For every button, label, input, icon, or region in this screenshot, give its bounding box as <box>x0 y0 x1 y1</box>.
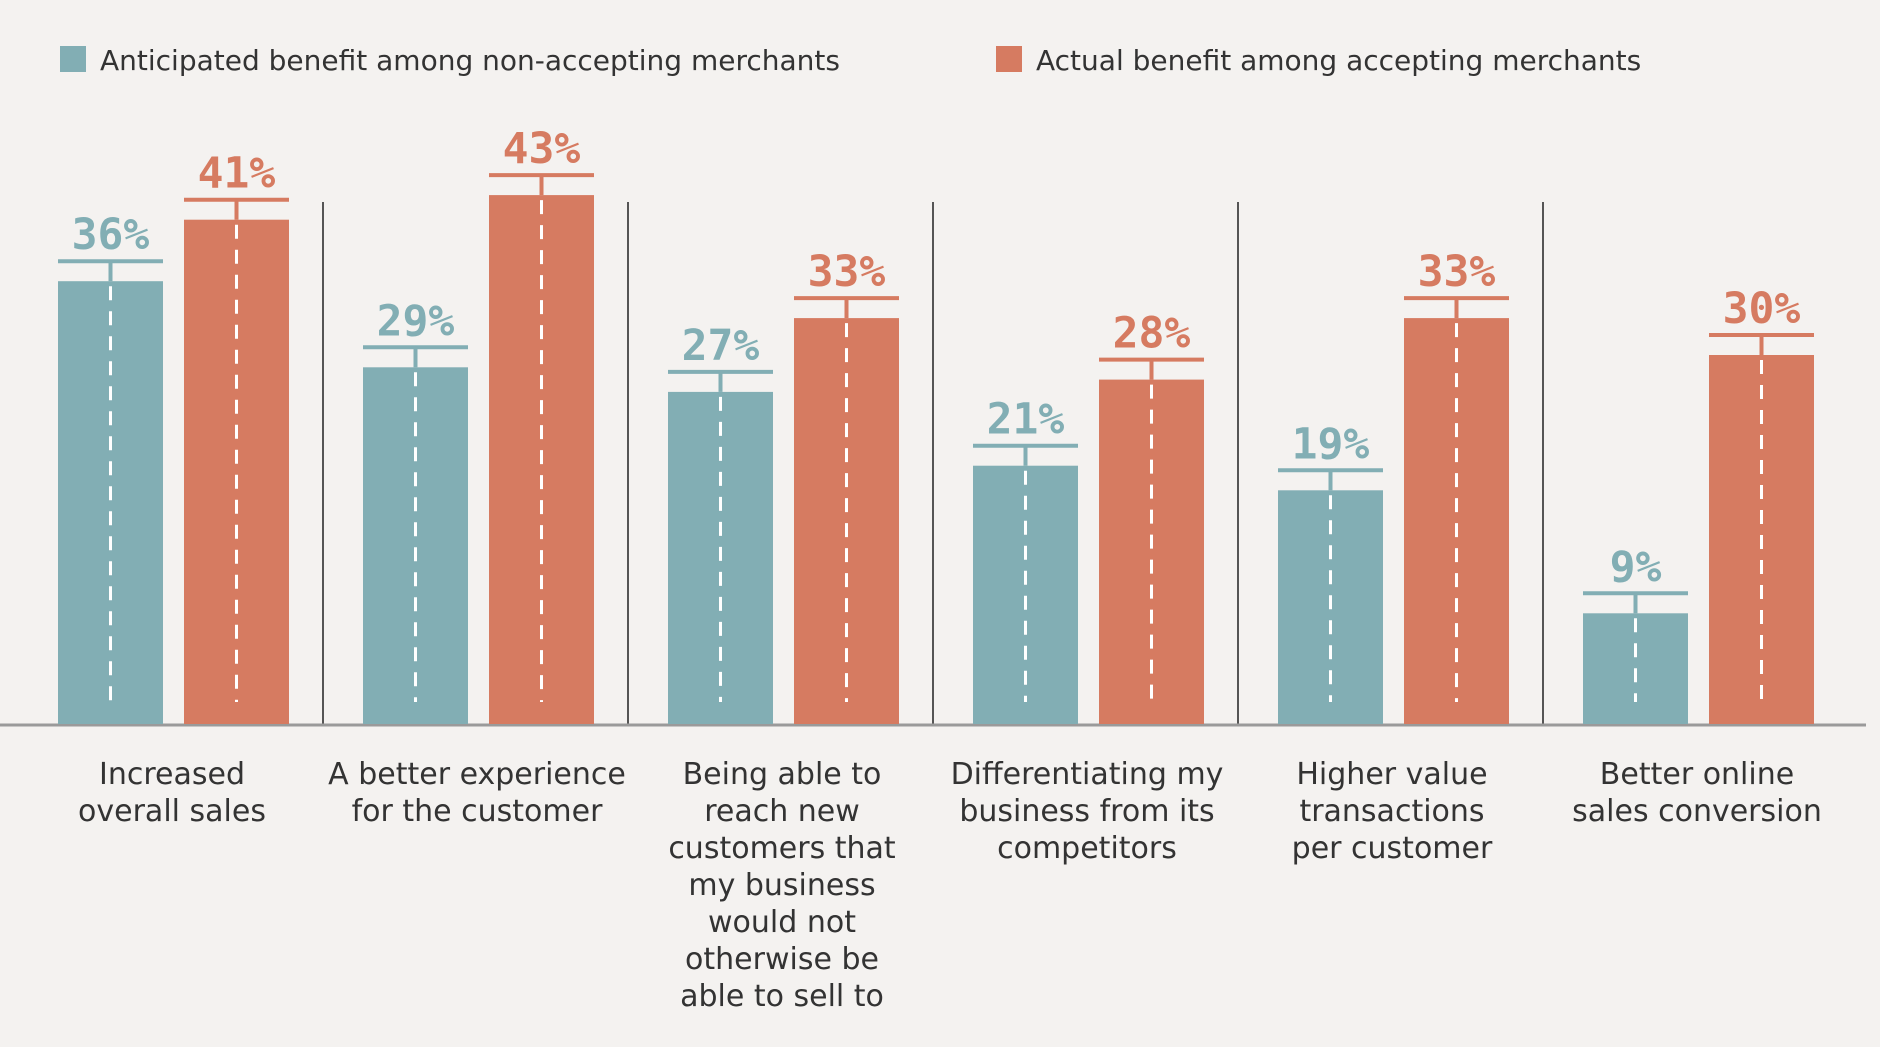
data-label: 30% <box>1723 284 1801 334</box>
legend-swatch-actual <box>996 46 1022 72</box>
data-label: 29% <box>377 296 455 346</box>
data-label: 21% <box>987 395 1065 445</box>
category-label: Differentiating my business from its compe… <box>951 757 1224 866</box>
category-label: A better experience for the customer <box>328 757 626 829</box>
legend: Anticipated benefit among non-accepting … <box>60 44 1641 77</box>
data-label: 33% <box>1418 247 1496 297</box>
bar-anticipated <box>363 367 468 724</box>
data-label: 41% <box>198 149 276 199</box>
category-label: Being able to reach new customers that my b… <box>668 757 896 1014</box>
plot-area: 36% 41% Increased overall sales 29% 43% A bett… <box>0 124 1866 1014</box>
bar-actual <box>184 219 289 724</box>
category-label: Increased overall sales <box>78 757 266 829</box>
data-label: 9% <box>1610 542 1662 592</box>
data-label: 19% <box>1292 419 1370 469</box>
category-label: Higher value transactions per customer <box>1292 757 1493 866</box>
data-label: 28% <box>1113 309 1191 359</box>
legend-swatch-anticipated <box>60 46 86 72</box>
data-label: 27% <box>682 321 760 371</box>
data-label: 36% <box>72 210 150 260</box>
data-label: 33% <box>808 247 886 297</box>
category-label: Better online sales conversion <box>1572 757 1822 829</box>
legend-label-actual: Actual benefit among accepting merchants <box>1036 44 1641 77</box>
legend-label-anticipated: Anticipated benefit among non-accepting … <box>100 44 840 77</box>
data-label: 43% <box>503 124 581 174</box>
